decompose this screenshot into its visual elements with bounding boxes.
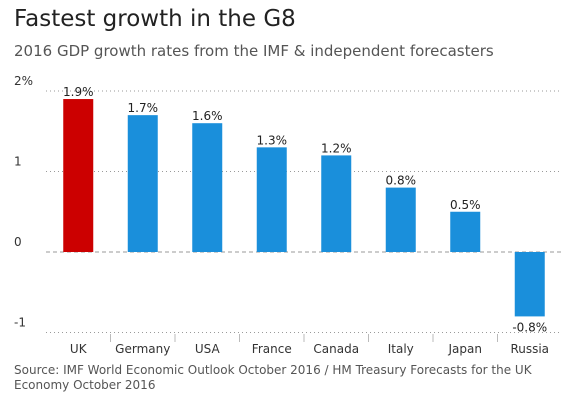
chart-title: Fastest growth in the G8 xyxy=(14,6,296,32)
bar xyxy=(127,115,158,253)
bar xyxy=(514,252,545,317)
data-label: 1.2% xyxy=(321,141,352,155)
category-label: Canada xyxy=(313,342,359,356)
y-tick-label: 2% xyxy=(14,74,33,88)
bar xyxy=(192,123,223,252)
y-tick-label: 1 xyxy=(14,155,22,169)
category-label: Italy xyxy=(388,342,414,356)
y-tick-label: 0 xyxy=(14,235,22,249)
bar xyxy=(385,187,416,252)
data-label: 0.5% xyxy=(450,198,481,212)
bar-chart: 2% 1 0 -1 1.9% UK 1.7% Germany 1.6% USA 1.3% France… xyxy=(14,74,562,356)
y-tick-label: -1 xyxy=(14,316,26,330)
bar xyxy=(63,99,94,252)
data-label: 1.3% xyxy=(257,133,288,147)
category-label: Germany xyxy=(115,342,170,356)
category-label: UK xyxy=(70,342,88,356)
chart-subtitle: 2016 GDP growth rates from the IMF & ind… xyxy=(14,42,494,60)
data-label: 1.9% xyxy=(63,85,94,99)
data-label: 1.6% xyxy=(192,109,223,123)
data-label: 0.8% xyxy=(386,174,417,188)
category-label: France xyxy=(252,342,292,356)
source-note: Source: IMF World Economic Outlook Octob… xyxy=(14,363,532,392)
category-label: Japan xyxy=(448,342,482,356)
data-label: -0.8% xyxy=(512,320,547,334)
category-label: USA xyxy=(195,342,221,356)
bar xyxy=(321,155,352,252)
data-label: 1.7% xyxy=(128,101,159,115)
bar xyxy=(450,211,481,252)
category-label: Russia xyxy=(510,342,549,356)
bar xyxy=(256,147,287,252)
